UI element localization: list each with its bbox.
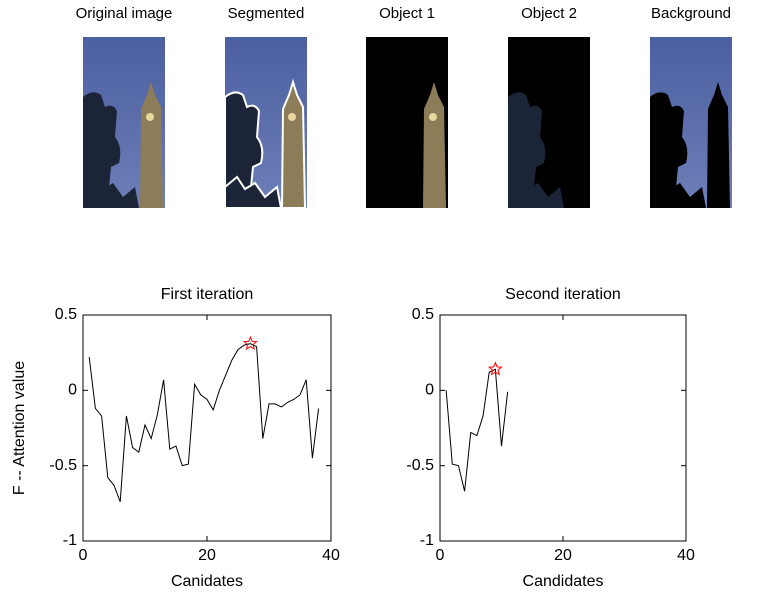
x-tick-label: 20 (554, 547, 572, 564)
chart-title: Second iteration (505, 286, 621, 303)
image-caption: Segmented (228, 5, 305, 22)
x-tick-label: 20 (198, 547, 216, 564)
image-panel (225, 37, 307, 208)
image-caption: Original image (76, 5, 173, 22)
y-tick-label: 0 (425, 382, 434, 399)
x-tick-label: 0 (436, 547, 445, 564)
image-caption: Object 2 (521, 5, 577, 22)
image-caption: Object 1 (379, 5, 435, 22)
image-clock (288, 113, 296, 121)
image-panel (650, 37, 732, 208)
axes-box (440, 315, 686, 541)
y-tick-label: 0.5 (55, 306, 77, 323)
chart-title: First iteration (161, 286, 253, 303)
figure: Original image Segmented Object 1 Object 2 B… (0, 0, 757, 598)
image-panel (83, 37, 165, 208)
x-tick-label: 0 (79, 547, 88, 564)
x-axis-label: Candidates (523, 573, 604, 590)
y-tick-label: 0.5 (412, 306, 434, 323)
x-axis-label: Canidates (171, 573, 243, 590)
y-tick-label: 0 (68, 382, 77, 399)
image-panel (508, 37, 590, 208)
image-caption: Background (651, 5, 731, 22)
y-tick-label: -1 (420, 532, 434, 549)
y-tick-label: -1 (63, 532, 77, 549)
y-tick-label: -0.5 (406, 457, 434, 474)
image-panel (366, 37, 448, 208)
image-clock (146, 113, 154, 121)
axes-box (83, 315, 331, 541)
x-tick-label: 40 (322, 547, 340, 564)
image-panels (83, 37, 732, 208)
image-clock (429, 113, 437, 121)
x-tick-label: 40 (677, 547, 695, 564)
y-tick-label: -0.5 (49, 457, 77, 474)
y-axis-label: F -- Attention value (11, 361, 28, 495)
